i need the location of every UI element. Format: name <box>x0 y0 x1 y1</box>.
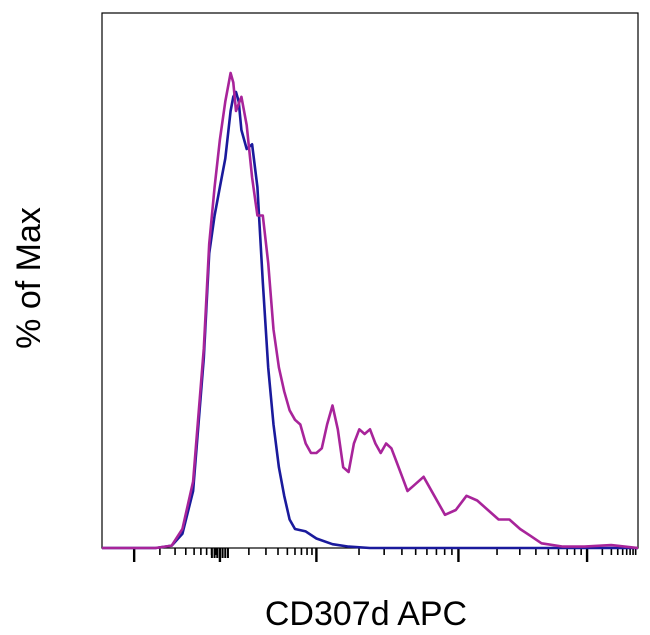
plot-frame <box>101 12 639 549</box>
x-axis-ticks <box>132 548 637 562</box>
series-layer <box>102 71 639 550</box>
y-axis-title: % of Max <box>10 207 48 349</box>
x-axis-title: CD307d APC <box>265 595 467 633</box>
series-line-2 <box>102 71 639 550</box>
